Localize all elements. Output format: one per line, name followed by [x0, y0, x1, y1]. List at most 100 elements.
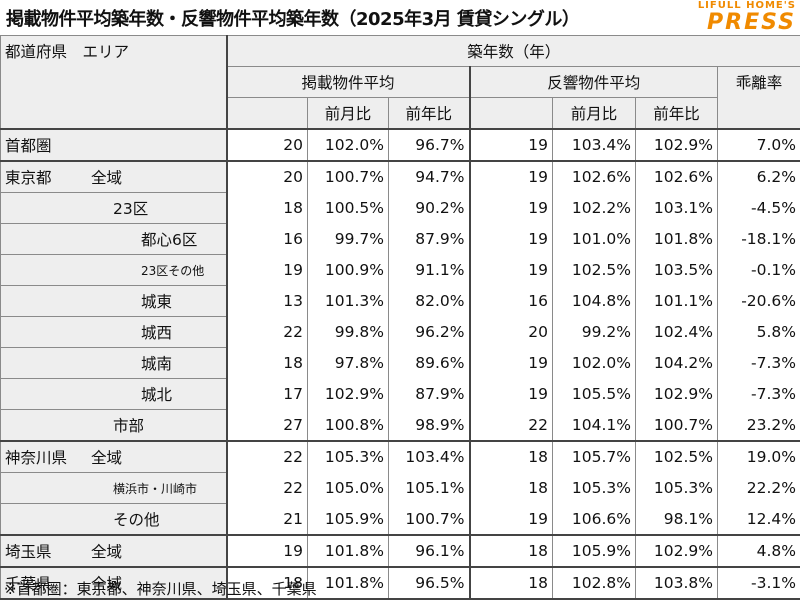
region-cell: 城東 — [0, 285, 228, 317]
listed-mom-cell: 97.8% — [307, 347, 389, 379]
inquired-yoy-cell: 102.9% — [635, 534, 718, 567]
page-title: 掲載物件平均築年数・反響物件平均築年数（2025年3月 賃貸シングル） — [6, 9, 580, 30]
inquired-age-cell: 19 — [469, 503, 553, 535]
inquired-age-cell: 19 — [469, 160, 553, 193]
divergence-cell: 19.0% — [716, 440, 800, 473]
inquired-mom-cell: 105.5% — [552, 378, 636, 410]
region-cell: 市部 — [0, 409, 228, 442]
area-label: 全域 — [91, 449, 123, 467]
table-row: 横浜市・川崎市 22 105.0% 105.1% 18 105.3% 105.3% 22.2% — [0, 472, 800, 504]
region-cell: 東京都 全域 — [0, 160, 228, 193]
inquired-yoy-cell: 100.7% — [635, 409, 718, 441]
region-cell: 首都圏 — [0, 128, 228, 162]
listed-yoy-cell: 90.2% — [388, 192, 471, 224]
prefecture-label: 首都圏 — [5, 137, 52, 155]
prefecture-label: 東京都 — [5, 169, 52, 187]
listed-age-cell: 18 — [226, 192, 308, 224]
inquired-mom-cell: 102.8% — [552, 566, 636, 600]
area-label: 全域 — [91, 169, 123, 187]
listed-mom-cell: 101.3% — [307, 285, 389, 317]
inquired-age-cell: 19 — [469, 192, 553, 224]
inquired-age-cell: 19 — [469, 378, 553, 410]
listed-age-cell: 22 — [226, 316, 308, 348]
listed-yoy-cell: 98.9% — [388, 409, 471, 441]
listed-age-cell: 16 — [226, 223, 308, 255]
inquired-yoy-cell: 102.9% — [635, 128, 718, 161]
listed-yoy-cell: 96.5% — [388, 566, 471, 600]
listed-mom-cell: 105.3% — [307, 440, 389, 473]
divergence-cell: 22.2% — [716, 472, 800, 504]
table-row: 都心6区 16 99.7% 87.9% 19 101.0% 101.8% -18.1% — [0, 223, 800, 255]
area-label: 城北 — [141, 386, 173, 404]
region-cell: 都心6区 — [0, 223, 228, 255]
listed-age-cell: 13 — [226, 285, 308, 317]
inquired-mom-cell: 99.2% — [552, 316, 636, 348]
table-row: 市部 27 100.8% 98.9% 22 104.1% 100.7% 23.2% — [0, 409, 800, 442]
region-cell: 千葉県 全域 — [0, 566, 228, 600]
divergence-cell: -0.1% — [716, 254, 800, 286]
listed-age-cell: 20 — [226, 128, 308, 161]
table-row: 城西 22 99.8% 96.2% 20 99.2% 102.4% 5.8% — [0, 316, 800, 348]
divergence-header: 乖離率 — [716, 66, 800, 130]
area-label: 城西 — [141, 324, 173, 342]
listed-yoy-cell: 100.7% — [388, 503, 471, 535]
divergence-cell: 7.0% — [716, 128, 800, 161]
prefecture-label: 神奈川県 — [5, 449, 68, 467]
inquired-yoy-cell: 102.6% — [635, 160, 718, 193]
table-row: 埼玉県 全域 19 101.8% 96.1% 18 105.9% 102.9% 4.8% — [0, 534, 800, 568]
header-row-2: 掲載物件平均 反響物件平均 乖離率 — [1, 66, 800, 130]
table-row: 城北 17 102.9% 87.9% 19 105.5% 102.9% -7.3% — [0, 378, 800, 410]
divergence-cell: 5.8% — [716, 316, 800, 348]
inquired-age-cell: 16 — [469, 285, 553, 317]
table-row: 首都圏 20 102.0% 96.7% 19 103.4% 102.9% 7.0% — [0, 128, 800, 162]
logo-line1: LIFULL HOME'S — [697, 0, 796, 11]
inquired-mom-cell: 102.2% — [552, 192, 636, 224]
inquired-age-cell: 18 — [469, 566, 553, 600]
listed-mom-cell: 105.0% — [307, 472, 389, 504]
prefecture-label: 千葉県 — [5, 575, 52, 593]
brand-logo: LIFULL HOME'S PRESS — [698, 0, 796, 34]
listed-yoy-header: 前年比 — [388, 97, 471, 130]
inquired-yoy-cell: 104.2% — [635, 347, 718, 379]
table-row: 23区 18 100.5% 90.2% 19 102.2% 103.1% -4.5% — [0, 192, 800, 224]
listed-age-cell: 22 — [226, 472, 308, 504]
inquired-mom-header: 前月比 — [552, 97, 636, 130]
divergence-cell: -18.1% — [716, 223, 800, 255]
inquired-mom-cell: 105.3% — [552, 472, 636, 504]
area-label: 横浜市・川崎市 — [113, 482, 198, 496]
inquired-mom-cell: 102.6% — [552, 160, 636, 193]
listed-age-cell: 20 — [226, 160, 308, 193]
inquired-mom-cell: 103.4% — [552, 128, 636, 161]
listed-yoy-cell: 87.9% — [388, 223, 471, 255]
listed-mom-cell: 102.0% — [307, 128, 389, 161]
divergence-cell: -7.3% — [716, 347, 800, 379]
listed-mom-cell: 102.9% — [307, 378, 389, 410]
listed-age-cell: 18 — [226, 566, 308, 600]
region-cell: 神奈川県 全域 — [0, 440, 228, 473]
region-cell: 23区 — [0, 192, 228, 224]
listed-age-cell: 27 — [226, 409, 308, 441]
listed-yoy-cell: 91.1% — [388, 254, 471, 286]
region-column-header: 都道府県 エリア — [0, 35, 228, 130]
inquired-mom-cell: 104.1% — [552, 409, 636, 441]
area-label: その他 — [113, 511, 160, 529]
listed-age-cell: 21 — [226, 503, 308, 535]
inquired-blank-header — [469, 97, 553, 130]
divergence-cell: -7.3% — [716, 378, 800, 410]
listed-yoy-cell: 82.0% — [388, 285, 471, 317]
region-cell: 横浜市・川崎市 — [0, 472, 228, 504]
region-cell: その他 — [0, 503, 228, 536]
region-cell: 埼玉県 全域 — [0, 534, 228, 568]
inquired-yoy-cell: 98.1% — [635, 503, 718, 535]
inquired-yoy-header: 前年比 — [635, 97, 718, 130]
area-label: 23区 — [113, 200, 149, 218]
inquired-yoy-cell: 102.4% — [635, 316, 718, 348]
listed-yoy-cell: 96.7% — [388, 128, 471, 161]
inquired-yoy-cell: 105.3% — [635, 472, 718, 504]
inquired-yoy-cell: 103.1% — [635, 192, 718, 224]
listed-yoy-cell: 96.2% — [388, 316, 471, 348]
inquired-yoy-cell: 101.8% — [635, 223, 718, 255]
region-cell: 23区その他 — [0, 254, 228, 286]
area-label: 城東 — [141, 293, 173, 311]
listed-mom-cell: 105.9% — [307, 503, 389, 535]
